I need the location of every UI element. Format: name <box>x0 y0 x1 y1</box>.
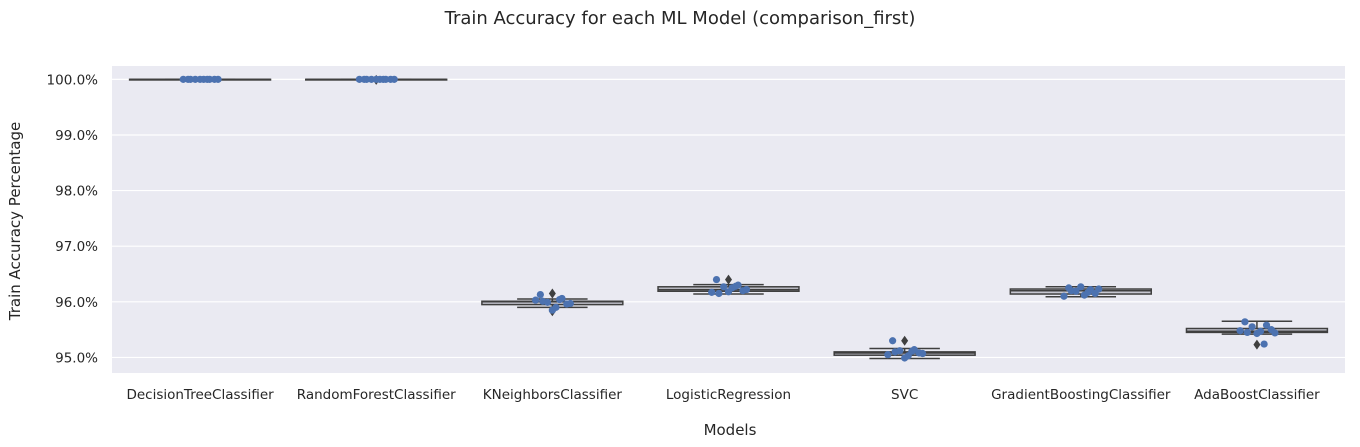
data-point <box>363 75 371 83</box>
data-point <box>889 337 897 345</box>
x-tick-label: GradientBoostingClassifier <box>991 387 1171 403</box>
data-point <box>566 299 574 308</box>
outlier-marker <box>548 288 556 299</box>
chart-title: Train Accuracy for each ML Model (compar… <box>444 8 916 29</box>
y-axis-ticks: 95.0% 96.0% 97.0% 98.0% 99.0% 100.0% <box>47 72 99 366</box>
plot-area <box>112 66 1345 373</box>
data-point <box>1060 292 1068 300</box>
data-point <box>355 75 364 83</box>
data-point <box>901 354 909 362</box>
data-point <box>1077 283 1085 291</box>
x-tick-label: RandomForestClassifier <box>297 387 456 403</box>
data-point <box>715 289 723 298</box>
x-tick-label: SVC <box>891 387 918 403</box>
data-point <box>1067 287 1075 295</box>
data-point <box>548 306 556 314</box>
x-axis-ticks: DecisionTreeClassifier RandomForestClassi… <box>126 387 1320 403</box>
data-point <box>742 285 751 294</box>
data-point <box>1271 329 1279 337</box>
data-point <box>1260 340 1268 348</box>
y-tick-label: 96.0% <box>55 295 98 311</box>
y-tick-label: 100.0% <box>47 72 99 88</box>
data-point <box>919 349 927 358</box>
data-point <box>712 275 721 284</box>
data-point <box>708 288 716 296</box>
data-point <box>196 75 204 83</box>
x-tick-label: AdaBoostClassifier <box>1194 387 1320 403</box>
x-tick-label: LogisticRegression <box>666 387 791 403</box>
data-point <box>1253 329 1261 338</box>
outlier-marker <box>1253 339 1261 350</box>
data-point <box>908 347 916 355</box>
y-tick-label: 98.0% <box>55 184 98 200</box>
outlier-marker <box>901 335 909 346</box>
data-point <box>179 75 187 83</box>
data-point <box>732 282 740 290</box>
data-point <box>379 75 388 83</box>
data-point <box>720 283 728 291</box>
data-point <box>1243 328 1251 337</box>
data-point <box>1084 288 1092 296</box>
data-points <box>179 75 1279 362</box>
data-point <box>1241 318 1249 326</box>
data-point <box>186 75 195 83</box>
data-point <box>884 351 892 359</box>
x-axis-label: Models <box>704 421 757 439</box>
data-point <box>390 75 398 83</box>
data-point <box>1095 285 1103 293</box>
x-tick-label: KNeighborsClassifier <box>483 387 623 403</box>
data-point <box>203 75 211 83</box>
data-point <box>1248 323 1256 331</box>
data-point <box>539 297 547 305</box>
data-point <box>555 295 564 304</box>
outlier-marker <box>725 274 732 285</box>
y-axis-label: Train Accuracy Percentage <box>6 122 24 321</box>
data-point <box>891 348 899 356</box>
y-tick-label: 97.0% <box>55 239 98 255</box>
data-point <box>724 288 733 296</box>
x-tick-label: DecisionTreeClassifier <box>126 387 274 403</box>
data-point <box>372 75 380 83</box>
data-point <box>1236 327 1244 335</box>
box-GradientBoostingClassifier <box>1009 286 1152 298</box>
y-tick-label: 95.0% <box>55 350 98 366</box>
data-point <box>1262 321 1271 329</box>
data-point <box>214 75 222 83</box>
data-point <box>531 296 540 304</box>
y-tick-label: 99.0% <box>55 128 98 144</box>
data-point <box>536 290 544 299</box>
